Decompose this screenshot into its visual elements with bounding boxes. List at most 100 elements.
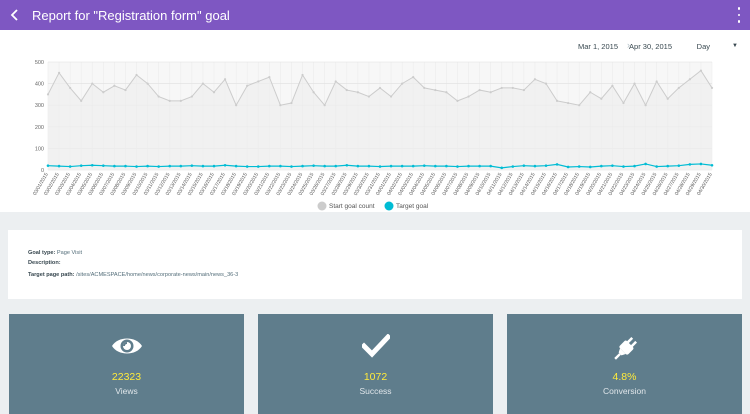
data-point xyxy=(389,95,393,98)
goal-type-label: Goal type: xyxy=(28,250,56,256)
data-point xyxy=(555,163,559,166)
data-point xyxy=(223,78,227,81)
data-point xyxy=(644,162,647,166)
data-point xyxy=(201,164,205,168)
data-point xyxy=(434,164,437,168)
data-point xyxy=(367,95,371,98)
granularity-select[interactable]: Day xyxy=(696,42,710,51)
data-point xyxy=(445,164,448,168)
top-app-bar: Report for "Registration form" goal xyxy=(0,0,750,30)
data-point xyxy=(301,73,304,77)
legend-label: Start goal count xyxy=(329,203,375,210)
page-title: Report for "Registration form" goal xyxy=(32,7,230,23)
data-point xyxy=(124,88,127,92)
data-point xyxy=(478,164,481,168)
data-point xyxy=(566,165,570,169)
legend-label: Target goal xyxy=(396,203,429,210)
data-point xyxy=(290,101,293,105)
stat-icon-wrap xyxy=(9,334,244,364)
data-point xyxy=(124,164,127,168)
stat-icon-wrap xyxy=(507,334,742,364)
data-point xyxy=(135,73,138,77)
more-vert-dot xyxy=(737,20,741,23)
data-point xyxy=(190,95,193,98)
data-point xyxy=(46,93,50,96)
data-point xyxy=(79,164,83,167)
data-point xyxy=(57,164,61,168)
views-label: Views xyxy=(115,386,138,396)
data-point xyxy=(533,78,537,81)
data-point xyxy=(710,86,714,90)
data-point xyxy=(345,163,349,167)
data-point xyxy=(467,95,470,98)
data-point xyxy=(345,88,348,92)
data-point xyxy=(323,104,326,107)
data-point xyxy=(279,104,282,107)
data-point xyxy=(611,164,614,167)
data-point xyxy=(179,164,183,168)
data-point xyxy=(323,164,326,168)
back-button[interactable] xyxy=(0,0,30,30)
data-point xyxy=(312,91,315,94)
data-point xyxy=(544,82,548,85)
goal-line-chart: 010020030040050003/01/201503/02/201503/0… xyxy=(32,60,714,211)
data-point xyxy=(456,165,459,168)
data-point xyxy=(113,164,116,168)
data-point xyxy=(622,165,625,168)
data-point xyxy=(301,164,304,168)
data-point xyxy=(478,88,481,92)
data-point xyxy=(445,91,448,94)
more-vert-dot xyxy=(737,13,741,17)
data-point xyxy=(400,164,404,168)
data-point xyxy=(201,82,205,85)
data-point xyxy=(655,80,658,83)
data-point xyxy=(411,164,415,168)
data-point xyxy=(666,164,670,168)
data-point xyxy=(655,165,658,168)
stat-icon-wrap xyxy=(258,334,493,364)
checkmark-icon xyxy=(361,334,390,358)
data-point xyxy=(699,69,703,72)
data-point xyxy=(334,80,337,83)
data-point xyxy=(367,164,371,168)
goal-path-label: Target page path: xyxy=(28,272,75,278)
chevron-left-icon xyxy=(10,9,18,21)
data-point xyxy=(135,165,138,168)
dropdown-caret-icon[interactable]: ▼ xyxy=(732,43,738,49)
data-point xyxy=(223,163,227,167)
data-point xyxy=(600,164,603,168)
data-point xyxy=(567,101,570,105)
y-tick-label: 300 xyxy=(35,103,44,109)
data-point xyxy=(80,99,83,102)
date-range-selector: Mar 1, 2015 › Apr 30, 2015 Day ▼ xyxy=(538,40,738,54)
data-point xyxy=(467,164,470,168)
conversion-label: Conversion xyxy=(603,386,646,396)
more-menu-button[interactable] xyxy=(734,7,744,23)
stat-card-conversion: 4.8% Conversion xyxy=(507,314,742,414)
end-date-picker[interactable]: Apr 30, 2015 xyxy=(629,42,672,51)
data-point xyxy=(633,164,636,168)
goal-details-card: Goal type: Page Visit Description: Targe… xyxy=(8,230,742,299)
data-point xyxy=(190,164,194,167)
data-point xyxy=(412,76,415,79)
data-point xyxy=(212,164,216,168)
data-point xyxy=(600,97,603,100)
more-vert-icon xyxy=(737,7,741,10)
data-point xyxy=(234,164,238,168)
stat-card-views: 22323 Views xyxy=(9,314,244,414)
data-point xyxy=(245,165,249,168)
goal-path-row: Target page path: /sites/ACMESPACE/home/… xyxy=(28,272,722,278)
plug-icon xyxy=(613,336,637,360)
data-point xyxy=(90,163,94,167)
data-point xyxy=(500,86,503,90)
data-point xyxy=(378,165,382,168)
data-point xyxy=(423,86,426,90)
data-point xyxy=(356,164,360,168)
data-point xyxy=(334,164,338,168)
start-date-picker[interactable]: Mar 1, 2015 xyxy=(577,42,618,51)
data-point xyxy=(378,86,382,90)
data-point xyxy=(699,162,703,166)
data-point xyxy=(688,163,692,166)
data-point xyxy=(102,164,105,167)
goal-description-row: Description: xyxy=(28,260,722,266)
